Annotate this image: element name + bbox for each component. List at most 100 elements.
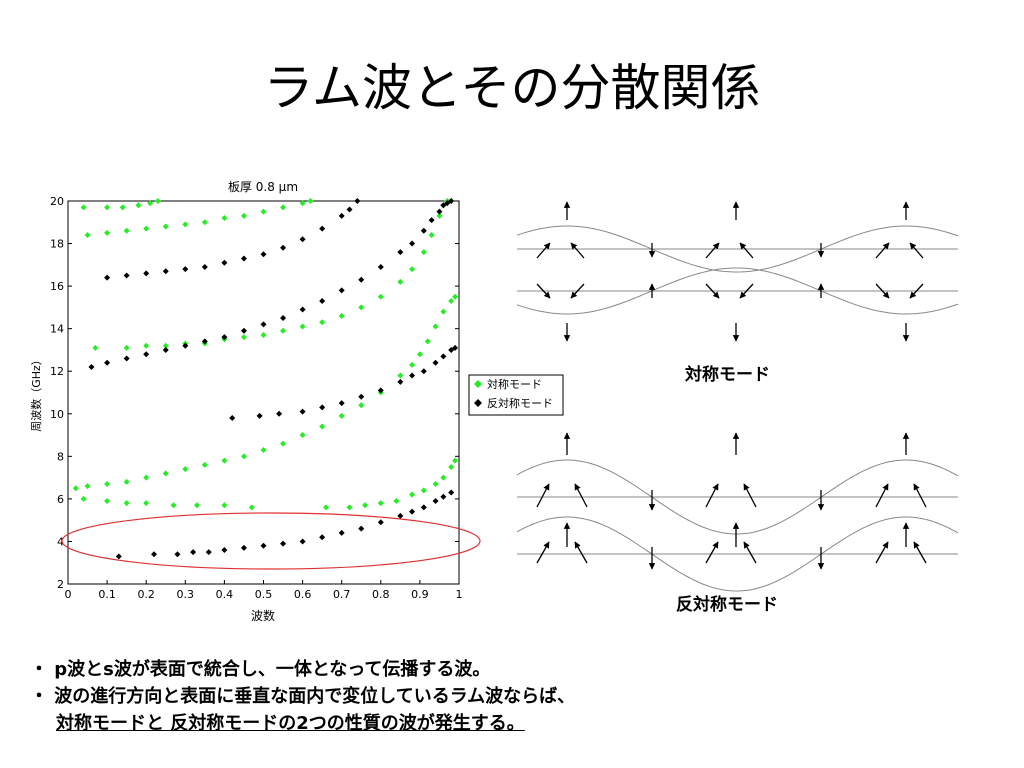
y-tick-label: 4 [57,535,64,548]
antisymmetric-point [420,227,427,234]
symmetric-point [182,221,189,228]
symmetric-point [143,225,150,232]
symmetric-point [280,440,287,447]
symmetric-point [260,332,267,339]
antisymmetric-point [229,415,236,422]
symmetric-point [221,502,228,509]
symmetric-point [221,457,228,464]
symmetric-point [240,453,247,460]
symmetric-point [397,372,404,379]
symmetric-point [280,327,287,334]
antisymmetric-point [448,198,455,204]
symmetric-point [260,208,267,215]
y-tick-label: 10 [50,408,64,421]
antisymmetric-point [174,551,181,558]
mode-diagrams [516,201,959,592]
symmetric-point [307,198,314,204]
symmetric-point [448,463,455,470]
displacement-arrow [875,242,890,259]
displacement-arrow [705,541,719,564]
symmetric-point [123,344,130,351]
antisymmetric-point [420,368,427,375]
displacement-arrow [909,242,924,259]
symmetric-point [432,323,439,330]
symmetric-point [440,308,447,315]
symmetric-point [170,502,177,509]
symmetric-point [135,202,142,209]
displacement-arrow [536,283,551,299]
symmetric-point [393,498,400,505]
y-tick-label: 18 [50,238,64,251]
y-tick-label: 2 [57,578,64,591]
y-axis-label: 周波数（GHz） [30,354,43,432]
chart-title: 板厚 0.8 µm [228,180,298,194]
antisymmetric-point [338,212,345,219]
symmetric-point [409,491,416,498]
displacement-arrow [570,283,585,299]
symmetric-point [424,338,431,345]
antisymmetric-point [432,359,439,366]
symmetric-point [84,232,91,239]
antisymmetric-point [338,287,345,294]
antisymmetric-point [115,553,122,560]
antisymmetric-point [397,249,404,256]
antisymmetric-mode-label: 反対称モード [676,595,778,615]
symmetric-point [123,500,130,507]
antisymmetric-point [338,529,345,536]
symmetric-point [80,495,87,502]
y-tick-label: 16 [50,280,64,293]
symmetric-point [260,446,267,453]
symmetric-point [448,298,455,305]
antisymmetric-point [260,542,267,549]
antisymmetric-point [280,540,287,547]
antisymmetric-point [358,276,365,283]
highlight-ellipse [61,512,481,570]
symmetric-point [104,204,111,211]
symmetric-point [92,344,99,351]
antisymmetric-point [409,508,416,515]
displacement-arrow [743,541,757,564]
antisymmetric-point [377,387,384,394]
symmetric-point [123,227,130,234]
symmetric-point [323,504,330,511]
symmetric-point [377,293,384,300]
symmetric-point [436,212,443,219]
antisymmetric-point [143,270,150,277]
symmetric-point [299,323,306,330]
antisymmetric-point [162,268,169,275]
displacement-arrow [739,242,754,259]
symmetric-point [416,351,423,358]
symmetric-point [377,500,384,507]
surface-wave-top [516,225,959,273]
antisymmetric-point [143,351,150,358]
antisymmetric-point [256,412,263,419]
symmetric-point [240,334,247,341]
antisymmetric-point [151,551,158,558]
x-tick-label: 0.8 [372,588,390,601]
symmetric-point [299,200,306,207]
x-tick-label: 0.1 [98,588,116,601]
antisymmetric-point [448,346,455,353]
slide-title: ラム波とその分散関係 [263,59,761,117]
symmetric-point [299,432,306,439]
symmetric-point [104,480,111,487]
symmetric-point [452,293,459,300]
antisymmetric-point [440,353,447,360]
antisymmetric-point [319,404,326,411]
symmetric-point [221,215,228,222]
y-tick-label: 14 [50,323,64,336]
antisymmetric-point [205,549,212,556]
antisymmetric-point [409,372,416,379]
legend-label-symmetric: 対称モード [487,377,542,391]
displacement-arrow [536,541,550,564]
symmetric-point [143,474,150,481]
antisymmetric-point [397,512,404,519]
antisymmetric-point [338,400,345,407]
symmetric-point [162,223,169,230]
antisymmetric-point [201,338,208,345]
symmetric-point [338,312,345,319]
displacement-arrow [536,242,551,259]
antisymmetric-point [428,217,435,224]
antisymmetric-point [104,274,111,281]
antisymmetric-point [452,344,459,351]
